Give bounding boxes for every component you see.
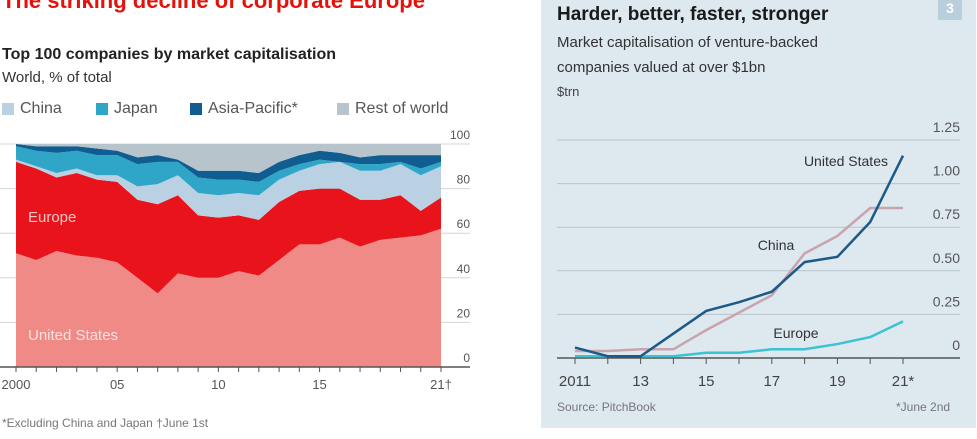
area-europe	[16, 161, 441, 294]
y-tick-label: 80	[457, 173, 471, 187]
y-tick-label: 1.25	[933, 119, 960, 135]
y-tick-label: 0	[463, 351, 470, 365]
y-tick-label: 1.00	[933, 163, 960, 179]
series-label-united-states: United States	[804, 153, 888, 169]
area-china	[16, 159, 441, 220]
y-tick-label: 40	[457, 262, 471, 276]
y-tick-label: 0.25	[933, 293, 960, 309]
x-tick-label: 05	[110, 377, 124, 392]
area-label-united-states: United States	[28, 327, 118, 344]
x-tick-label: 15	[312, 377, 326, 392]
left-chart-subtitle: Top 100 companies by market capitalisati…	[2, 46, 337, 63]
area-united-states	[16, 228, 441, 367]
series-label-china: China	[758, 237, 795, 253]
line-united-states	[574, 155, 905, 358]
y-tick-label: 0.50	[933, 250, 960, 266]
right-chart-subtitle-1: Market capitalisation of venture-backed	[557, 34, 818, 51]
y-tick-label: 0	[952, 337, 960, 353]
y-tick-label: 100	[450, 128, 470, 142]
panel-number-badge: 3	[938, 0, 962, 20]
right-chart-source: Source: PitchBook	[557, 400, 656, 414]
left-chart-footnote: *Excluding China and Japan †June 1st	[2, 416, 209, 430]
area-asia-pacific-	[16, 144, 441, 182]
legend-japan: Japan	[96, 100, 158, 118]
y-tick-label: 0.75	[933, 206, 960, 222]
x-tick-label: 15	[698, 373, 715, 390]
x-tick-label: 17	[763, 373, 780, 390]
right-chart-title: Harder, better, faster, stronger	[557, 4, 829, 25]
x-tick-label: 19	[829, 373, 846, 390]
x-tick-label: 21*	[892, 373, 915, 390]
series-label-europe: Europe	[773, 325, 818, 341]
right-chart-footnote: *June 2nd	[896, 400, 951, 414]
area-japan	[16, 146, 441, 196]
left-chart-unit: World, % of total	[2, 69, 112, 86]
x-tick-label: 13	[632, 373, 649, 390]
legend-asia-pacific: Asia-Pacific*	[190, 100, 298, 118]
line-china	[575, 206, 903, 353]
y-tick-label: 20	[457, 306, 471, 320]
legend-china: China	[2, 100, 62, 118]
legend-rest-of-world: Rest of world	[337, 100, 448, 118]
x-tick-label: 2000	[2, 377, 31, 392]
left-chart-title: The striking decline of corporate Europe	[2, 0, 425, 13]
x-tick-label: 21†	[430, 377, 452, 392]
area-rest-of-world	[16, 144, 441, 173]
right-chart-unit: $trn	[557, 84, 580, 99]
y-tick-label: 60	[457, 217, 471, 231]
area-label-europe: Europe	[28, 209, 76, 226]
x-tick-label: 2011	[559, 373, 591, 390]
x-tick-label: 10	[211, 377, 225, 392]
right-chart-subtitle-2: companies valued at over $1bn	[557, 59, 766, 76]
